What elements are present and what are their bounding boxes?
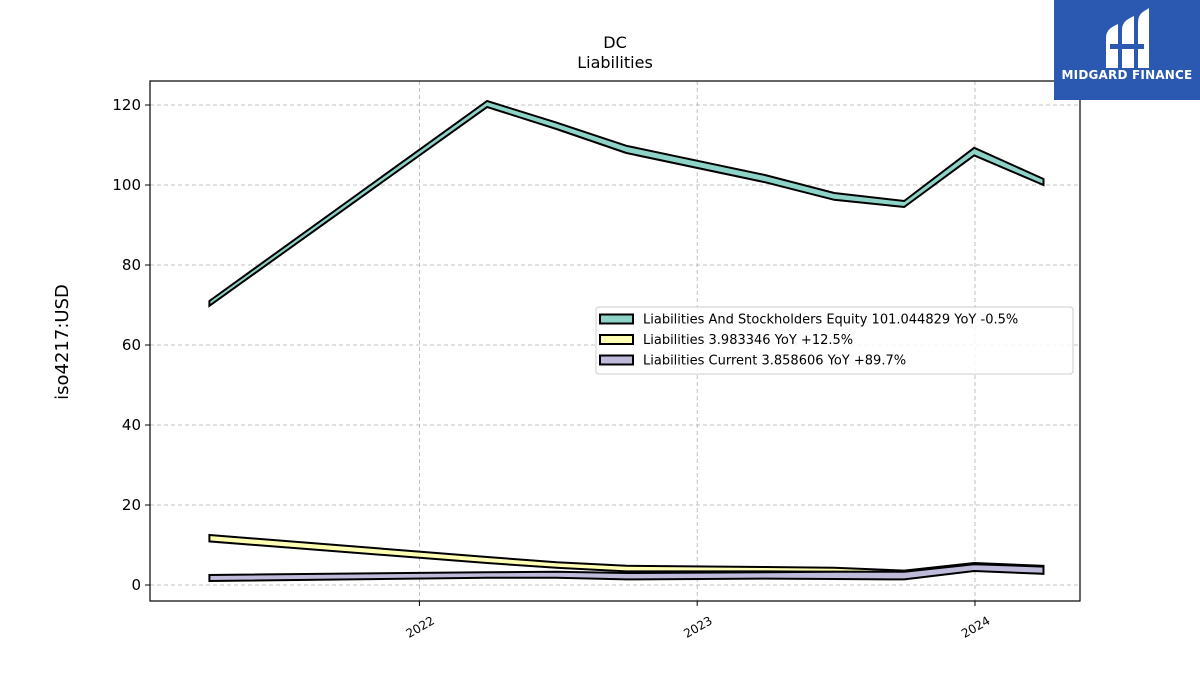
y-tick-label: 20 [122, 496, 141, 514]
legend-swatch-0 [599, 313, 634, 325]
y-tick-label: 60 [122, 336, 141, 354]
series-band-0 [208, 99, 1045, 308]
x-tick-label: 2024 [959, 613, 992, 640]
brand-name: MIDGARD FINANCE [1061, 68, 1193, 82]
y-axis-label: iso4217:USD [52, 284, 73, 400]
legend-label-0: Liabilities And Stockholders Equity 101.… [643, 313, 1018, 328]
y-tick-label: 100 [112, 176, 141, 194]
legend-box [595, 306, 1074, 375]
y-tick-label: 80 [122, 256, 141, 274]
x-tick-label: 2022 [403, 613, 436, 640]
x-tick-label: 2023 [681, 613, 714, 640]
legend-label-2: Liabilities Current 3.858606 YoY +89.7% [643, 354, 906, 369]
brand-badge: MIDGARD FINANCE [1054, 0, 1200, 100]
plot-frame [149, 80, 1081, 602]
legend-swatch-1 [599, 334, 634, 345]
series-band-2 [208, 563, 1045, 583]
chart-title: DC [603, 33, 627, 52]
legend-label-1: Liabilities 3.983346 YoY +12.5% [643, 333, 853, 348]
legend-swatch-2 [599, 354, 634, 366]
y-tick-label: 120 [112, 96, 141, 114]
y-tick-label: 40 [122, 416, 141, 434]
y-tick-label: 0 [131, 576, 141, 594]
midgard-logo-icon [1106, 8, 1149, 68]
series-band-1 [208, 533, 1045, 573]
series-layer [208, 99, 1045, 583]
legend: Liabilities And Stockholders Equity 101.… [595, 306, 1074, 375]
chart-subtitle: Liabilities [577, 53, 653, 72]
